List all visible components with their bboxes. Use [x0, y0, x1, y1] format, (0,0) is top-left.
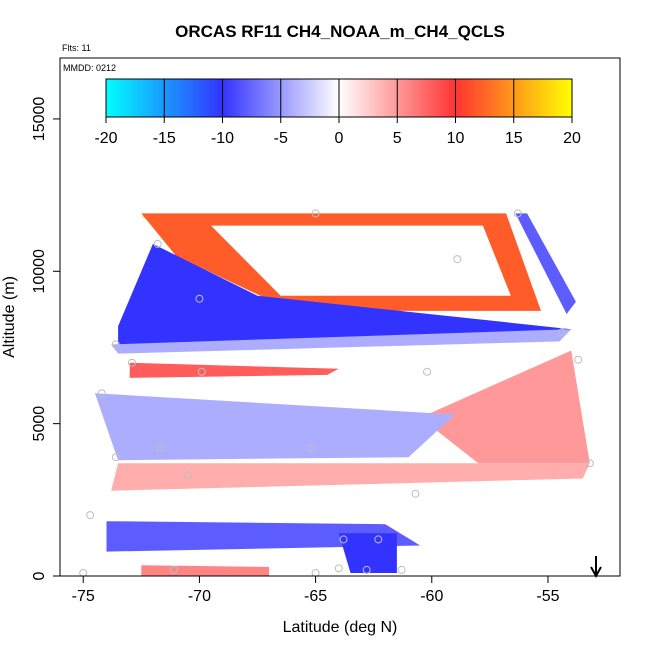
mid-blue-layer [94, 393, 456, 461]
y-axis-label: Altitude (m) [1, 276, 18, 358]
obs-point [111, 453, 120, 462]
x-tick-label: -75 [72, 588, 95, 605]
colorbar-tick-label: 5 [393, 130, 402, 147]
obs-point [585, 459, 594, 468]
obs-point [153, 239, 162, 248]
date-label: MMDD: 0212 [63, 63, 116, 73]
obs-point [311, 569, 320, 576]
obs-point [334, 564, 343, 573]
x-axis-label: Latitude (deg N) [283, 619, 398, 636]
obs-point [574, 355, 583, 364]
obs-point [183, 471, 192, 480]
obs-point [453, 255, 462, 264]
obs-point [86, 511, 95, 520]
obs-point [307, 444, 315, 452]
surface-red [141, 565, 270, 576]
obs-point [311, 209, 320, 218]
y-axis: 0 5000 10000 15000 [31, 97, 60, 580]
red-layer-3300 [111, 463, 590, 491]
x-axis: -75 -70 -65 -60 -55 [72, 576, 560, 605]
obs-point [423, 367, 432, 376]
obs-point [97, 389, 106, 398]
x-tick-label: -60 [420, 588, 443, 605]
right-red-block [420, 350, 590, 464]
colorbar-tick-label: 0 [335, 130, 344, 147]
colorbar-tick-label: 20 [563, 130, 581, 147]
obs-point [374, 535, 383, 544]
colorbar-tick-label: -20 [94, 130, 117, 147]
colorbar-tick-label: 10 [447, 130, 465, 147]
obs-point [339, 535, 348, 544]
upper-right-stripe [515, 213, 576, 314]
x-tick-label: -65 [304, 588, 327, 605]
red-layer-7000 [129, 362, 339, 378]
upper-blue-wedge [118, 243, 572, 348]
x-tick-label: -55 [536, 588, 559, 605]
colorbar-tick-label: -15 [153, 130, 176, 147]
colorbar-tick-label: -10 [211, 130, 234, 147]
y-tick-label: 5000 [31, 406, 48, 442]
obs-point [111, 340, 120, 349]
y-tick-label: 0 [31, 571, 48, 580]
upper-core [211, 225, 511, 296]
obs-point [513, 209, 522, 218]
colorbar: -20 -15 -10 -5 0 5 10 15 20 [94, 78, 581, 147]
y-tick-label: 10000 [31, 249, 48, 294]
colorbar-tick-label: -5 [274, 130, 288, 147]
direction-arrow-icon [590, 556, 602, 579]
observation-points [79, 209, 594, 576]
obs-point [411, 489, 420, 498]
lower-blue-core [338, 533, 397, 573]
blue-fade [111, 329, 572, 354]
chart-title: ORCAS RF11 CH4_NOAA_m_CH4_QCLS [175, 22, 505, 41]
obs-point [397, 565, 406, 574]
obs-point [128, 358, 136, 367]
obs-point [195, 294, 204, 303]
obs-point [79, 569, 88, 576]
flights-label: Flts: 11 [62, 43, 91, 53]
heatmap-regions [94, 213, 590, 576]
obs-point [557, 328, 566, 337]
y-tick-label: 15000 [31, 97, 48, 142]
plot-frame [59, 57, 621, 577]
x-tick-label: -70 [188, 588, 211, 605]
obs-point [197, 367, 206, 376]
obs-point [169, 565, 178, 574]
obs-point [362, 565, 371, 574]
obs-point [155, 444, 164, 452]
colorbar-tick-label: 15 [505, 130, 523, 147]
lower-blue-layer [106, 521, 421, 552]
